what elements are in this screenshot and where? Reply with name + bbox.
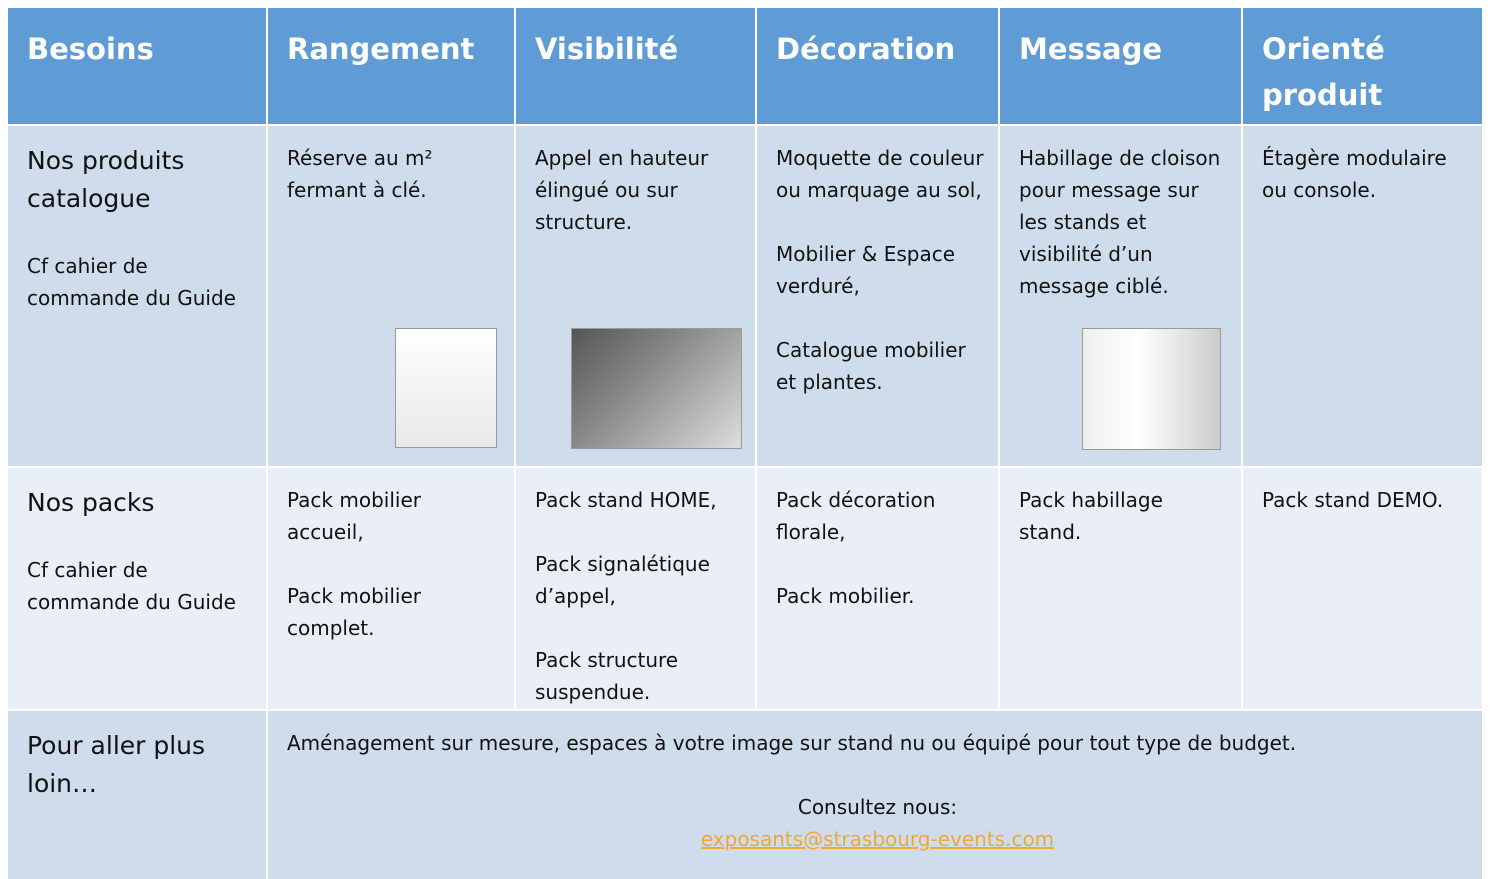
table-cell: Nos packs Cf cahier de commande du Guide: [8, 468, 266, 709]
header-label: Visibilité: [535, 32, 679, 66]
table-cell: Message: [1000, 8, 1241, 124]
cell-text: Appel en hauteur élingué ou sur structur…: [535, 146, 709, 234]
cell-text: Pack mobilier complet.: [287, 584, 421, 640]
row-label: Nos packs: [27, 488, 155, 517]
row-label: Nos produits catalogue: [27, 146, 185, 213]
cell-text: Pack signalétique d’appel,: [535, 552, 710, 608]
cell-text: Mobilier & Espace verduré,: [776, 242, 956, 298]
row-note: Cf cahier de commande du Guide: [27, 254, 236, 310]
table-cell: Décoration: [757, 8, 998, 124]
image: [1082, 328, 1221, 450]
cell-text: Pack mobilier.: [776, 584, 915, 608]
table-cell: Pour aller plus loin…: [8, 711, 266, 879]
cell-text: Pack décoration florale,: [776, 488, 936, 544]
email-link[interactable]: exposants@strasbourg-events.com: [700, 827, 1055, 851]
cell-text: Réserve au m² fermant à clé.: [287, 146, 433, 202]
table-cell: Moquette de couleur ou marquage au sol, M…: [757, 126, 998, 466]
table-cell: Besoins: [8, 8, 266, 124]
row-note: Cf cahier de commande du Guide: [27, 558, 236, 614]
cell-text: Pack mobilier accueil,: [287, 488, 421, 544]
table-cell: Visibilité: [516, 8, 755, 124]
image: [571, 328, 742, 449]
table-cell: Pack stand DEMO.: [1243, 468, 1482, 709]
image: [395, 328, 497, 448]
contact: Consultez nous: exposants@strasbourg-even…: [287, 791, 1468, 855]
table-cell: Nos produits catalogue Cf cahier de comma…: [8, 126, 266, 466]
table-cell: Rangement: [268, 8, 514, 124]
header-label: Décoration: [776, 32, 956, 66]
cell-text: Pack structure suspendue.: [535, 648, 679, 704]
table-cell: Pack habillage stand.: [1000, 468, 1241, 709]
cell-text: Pack stand DEMO.: [1262, 488, 1444, 512]
cell-text: Pack habillage stand.: [1019, 488, 1163, 544]
footer-text: Aménagement sur mesure, espaces à votre …: [287, 731, 1297, 755]
table-cell: Orienté produit: [1243, 8, 1482, 124]
table-cell: Pack mobilier accueil, Pack mobilier comp…: [268, 468, 514, 709]
cell-text: Moquette de couleur ou marquage au sol,: [776, 146, 984, 202]
cell-text: Catalogue mobilier et plantes.: [776, 338, 966, 394]
header-label: Orienté produit: [1262, 32, 1385, 112]
cell-text: Étagère modulaire ou console.: [1262, 146, 1447, 202]
row-label: Pour aller plus loin…: [27, 731, 206, 798]
contact-label: Consultez nous:: [797, 795, 958, 819]
header-label: Rangement: [287, 32, 475, 66]
table-cell: Pack stand HOME, Pack signalétique d’appe…: [516, 468, 755, 709]
table-cell: Étagère modulaire ou console.: [1243, 126, 1482, 466]
header-label: Besoins: [27, 32, 154, 66]
table-cell: Aménagement sur mesure, espaces à votre …: [268, 711, 1482, 879]
header-label: Message: [1019, 32, 1163, 66]
cell-text: Habillage de cloison pour message sur le…: [1019, 146, 1221, 298]
table-cell: Pack décoration florale, Pack mobilier.: [757, 468, 998, 709]
cell-text: Pack stand HOME,: [535, 488, 717, 512]
